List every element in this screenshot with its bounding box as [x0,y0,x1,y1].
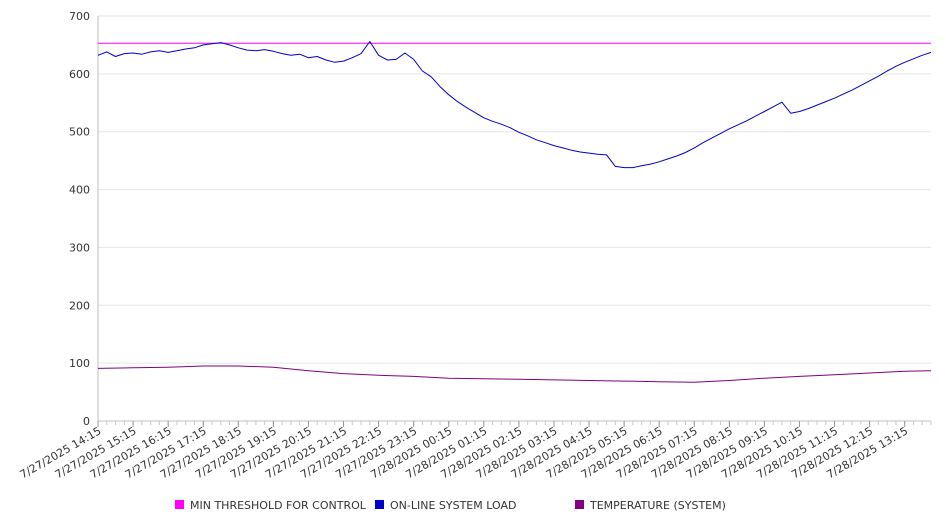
legend: MIN THRESHOLD FOR CONTROL ON-LINE SYSTEM … [175,499,726,512]
series-line-on-line-system-load [97,41,932,169]
y-tick-label: 200 [69,299,90,312]
legend-label: MIN THRESHOLD FOR CONTROL [190,499,367,512]
y-tick-label: 600 [69,68,90,81]
legend-swatch [575,500,584,509]
legend-swatch [175,500,184,509]
legend-label: ON-LINE SYSTEM LOAD [390,499,516,512]
y-tick-label: 100 [69,357,90,370]
series-lines [97,41,932,383]
legend-swatch [375,500,384,509]
axes [97,16,932,427]
y-tick-label: 700 [69,10,90,23]
y-tick-label: 400 [69,184,90,197]
y-tick-label: 0 [83,415,90,428]
y-tick-labels: 0 100 200 300 400 500 600 700 [69,10,90,428]
legend-label: TEMPERATURE (SYSTEM) [589,499,726,512]
y-tick-label: 300 [69,241,90,254]
x-tick-labels: 7/27/2025 14:157/27/2025 15:157/27/2025 … [18,424,911,481]
grid-lines [98,15,931,364]
y-tick-label: 500 [69,126,90,139]
series-line-temperature-system [97,365,932,383]
